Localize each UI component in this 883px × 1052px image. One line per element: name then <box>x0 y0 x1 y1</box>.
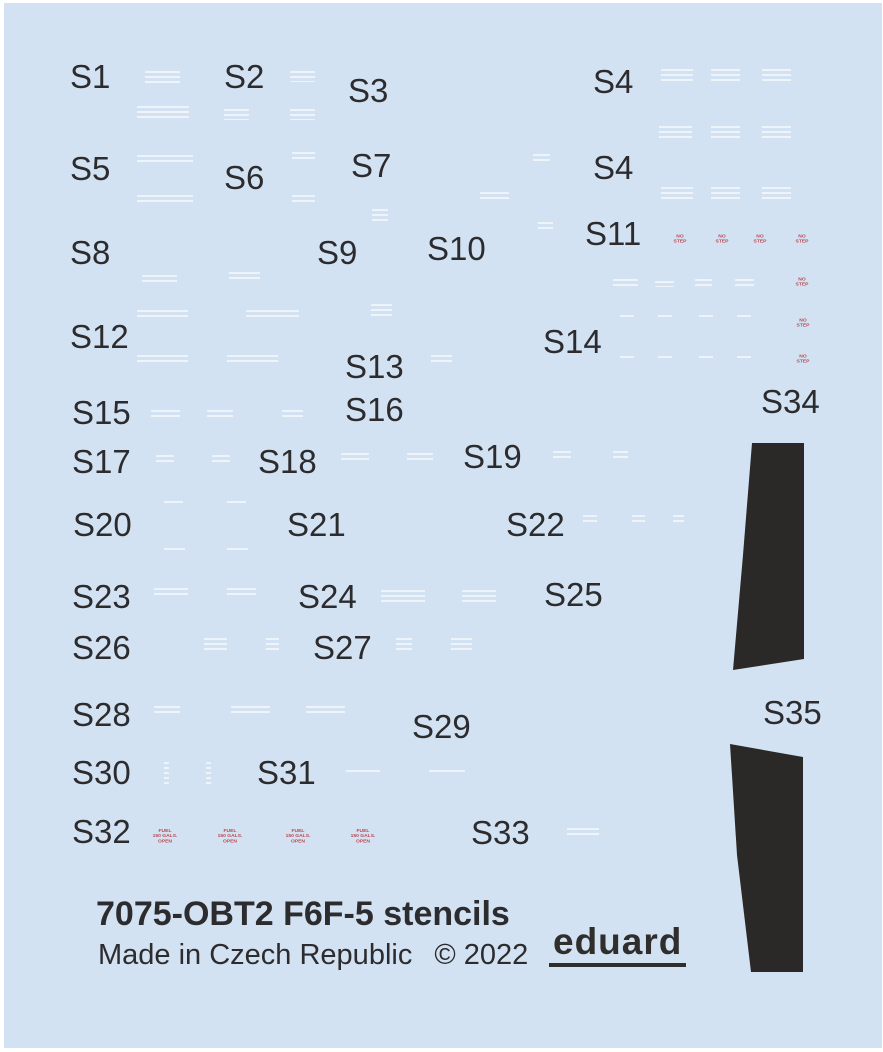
blade-decal-s35 <box>730 744 803 972</box>
made-in-text: Made in Czech Republic <box>98 939 413 971</box>
sheet-origin-line: Made in Czech Republic © 2022 <box>98 941 528 970</box>
sheet-title: 7075-OBT2 F6F-5 stencils <box>96 895 510 933</box>
eduard-logo: eduard <box>549 923 687 967</box>
copyright-year: © 2022 <box>434 939 529 971</box>
decal-sheet-blue-film <box>4 3 882 1048</box>
blade-decal-s34 <box>733 443 804 670</box>
